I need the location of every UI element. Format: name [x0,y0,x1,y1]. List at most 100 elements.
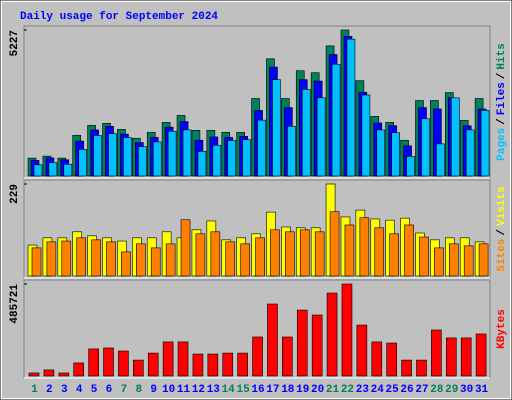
bar [78,149,88,177]
x-tick-label: 14 [222,384,236,396]
legend-entry: Files [496,82,508,115]
bar [436,143,445,177]
chart-title: Daily usage for September 2024 [20,11,218,23]
x-tick-label: 10 [162,384,175,396]
bar [58,372,70,377]
bar [152,141,162,177]
bar [123,137,132,177]
x-tick-label: 25 [386,384,400,396]
bar [46,241,57,277]
bar [31,247,42,277]
bar [391,132,400,177]
bar [478,243,489,277]
bar [421,118,430,177]
bar [404,224,414,277]
x-tick-label: 28 [430,384,444,396]
bar [401,359,412,377]
bar [431,329,442,377]
bar [267,303,278,377]
bar [73,362,85,377]
legend-entry: Pages [496,128,508,161]
bar [93,135,102,177]
bar [118,350,129,377]
bar [210,231,221,277]
bar [212,144,222,177]
x-tick-label: 8 [135,384,142,396]
x-tick-label: 26 [400,384,413,396]
bar [88,348,99,377]
x-tick-label: 17 [266,384,279,396]
bar [480,110,490,177]
bar [341,283,353,377]
bar [445,337,457,377]
bar [147,352,159,377]
legend: Sites / Visits [496,186,508,271]
bar [434,247,444,277]
bar [257,119,266,177]
bar [150,247,161,277]
legend-entry: KBytes [496,309,508,349]
legend-entry: Hits [496,43,508,69]
bar [48,162,58,177]
x-tick-label: 6 [106,384,113,396]
x-tick-label: 22 [341,384,354,396]
bar [346,38,356,177]
bar [162,341,174,377]
bar [106,241,116,277]
bar [252,336,263,377]
x-tick-label: 5 [91,384,98,396]
bar [207,353,219,377]
bar [165,243,176,277]
bar [386,342,397,377]
x-tick-label: 30 [460,384,473,396]
x-tick-label: 11 [177,384,191,396]
bar [361,94,371,177]
bar [344,224,355,277]
bar [272,79,281,177]
bar [192,353,204,377]
bar [465,129,475,177]
x-tick-label: 23 [356,384,370,396]
bar [376,129,386,177]
bar [222,352,234,377]
bar [33,164,43,177]
x-tick-label: 16 [251,384,264,396]
bar [197,151,207,177]
x-tick-label: 12 [192,384,205,396]
legend: Pages / Files / Hits [496,43,508,161]
bar [28,372,40,377]
bar [91,239,101,277]
bar [61,240,72,277]
bar [121,251,131,277]
x-tick-label: 18 [281,384,295,396]
bar [270,229,280,277]
bar [463,245,474,277]
legend-separator: / [496,118,508,125]
bar [240,243,250,277]
bar [180,219,191,277]
x-tick-label: 24 [371,384,385,396]
bar [167,131,177,177]
bar [329,211,340,277]
bar [301,89,311,177]
bar [389,233,399,277]
bar [242,139,251,177]
x-tick-label: 21 [326,384,340,396]
bar [195,233,206,277]
bar [282,336,293,377]
bar [225,241,236,277]
x-tick-label: 9 [150,384,157,396]
legend: KBytes [496,309,508,349]
legend-entry: Visits [496,186,508,226]
bar [136,243,146,277]
bar [133,359,144,377]
bar [359,217,370,277]
bar [416,359,427,377]
x-tick-label: 2 [46,384,53,396]
bar [311,314,323,377]
bar [419,236,429,277]
bar [177,341,189,377]
legend-separator: / [496,72,508,79]
